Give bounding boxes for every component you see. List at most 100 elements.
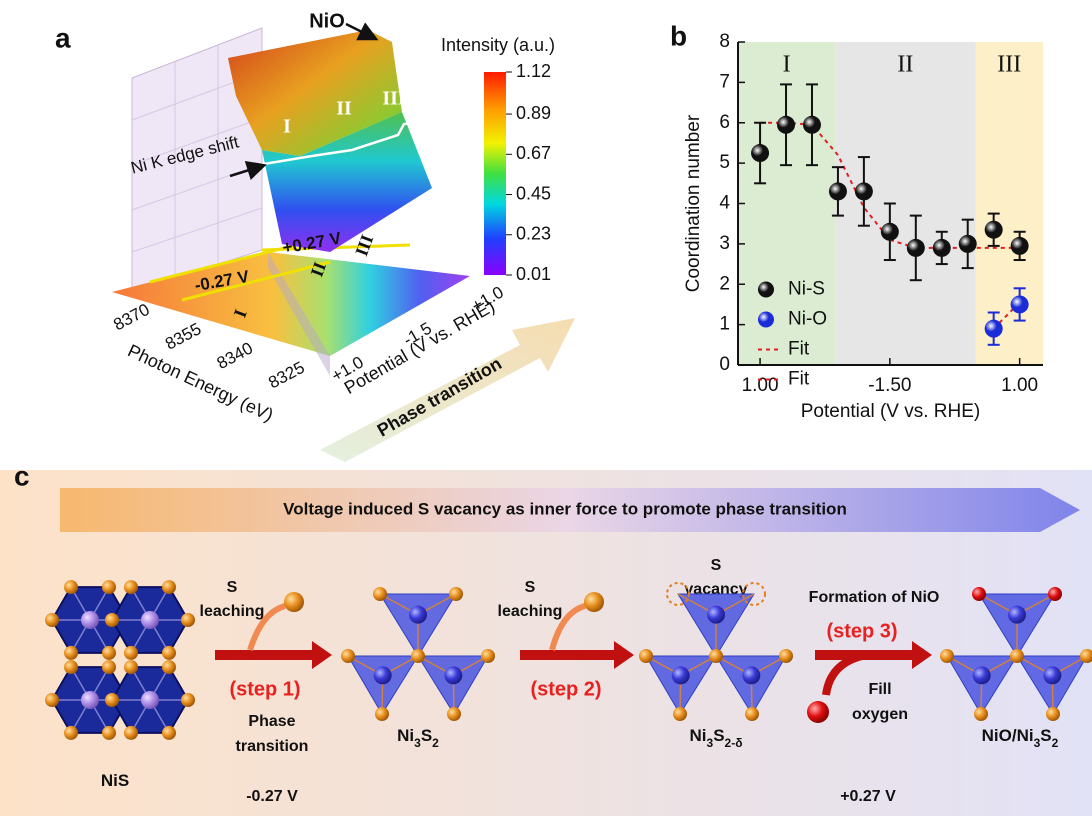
formula-part: Ni [397, 726, 414, 745]
step-label: (step 2) [530, 678, 601, 700]
data-point [959, 235, 977, 253]
y-tick-label: 5 [719, 152, 730, 173]
data-point [829, 182, 847, 200]
panel-label: a [55, 22, 71, 53]
atom [974, 707, 988, 721]
legend-marker [758, 312, 774, 328]
colorbar-tick-label: 0.23 [516, 224, 551, 244]
potential-label: +0.27 V [840, 788, 896, 805]
reaction-arrow [215, 650, 314, 660]
legend-label: Fit [788, 369, 810, 390]
atom [105, 613, 119, 627]
region-label: III [382, 88, 406, 110]
region-label: III [997, 52, 1021, 78]
atom [742, 666, 760, 684]
region-label: I [283, 116, 291, 138]
atom [181, 613, 195, 627]
banner-text: Voltage induced S vacancy as inner force… [283, 499, 847, 518]
step-label: (step 1) [229, 678, 300, 700]
atom [444, 666, 462, 684]
x-axis-title: Potential (V vs. RHE) [801, 401, 981, 422]
data-point [1011, 237, 1029, 255]
step-note: leaching [200, 603, 265, 620]
y-tick-label: 7 [719, 71, 730, 92]
atom [141, 691, 159, 709]
axis-tick-label: 8355 [162, 319, 204, 354]
step-note: transition [236, 738, 309, 755]
atom [1046, 707, 1060, 721]
atom [124, 660, 138, 674]
atom [81, 691, 99, 709]
formula-part: S [713, 726, 724, 745]
data-point [751, 144, 769, 162]
y-tick-label: 3 [719, 233, 730, 254]
x-tick-label: -1.50 [868, 375, 911, 396]
region-label: II [897, 52, 913, 78]
legend-label: Ni-S [788, 279, 825, 300]
atom [779, 649, 793, 663]
colorbar-tick-label: 0.67 [516, 143, 551, 163]
atom [64, 660, 78, 674]
atom [124, 646, 138, 660]
atom [162, 580, 176, 594]
step-note: leaching [498, 603, 563, 620]
atom [972, 587, 986, 601]
data-point [985, 221, 1003, 239]
atom [373, 587, 387, 601]
atom [102, 660, 116, 674]
atom [447, 707, 461, 721]
subscript: 2-δ [725, 736, 743, 750]
formula: NiS [101, 771, 129, 790]
atom [162, 660, 176, 674]
y-tick-label: 2 [719, 273, 730, 294]
panel-a: a NiO I II III Ni K edge shift +0.27 V -… [55, 10, 575, 462]
atom [973, 666, 991, 684]
axis-tick-label: 8325 [265, 358, 307, 393]
data-point [855, 182, 873, 200]
step-note: S [711, 557, 722, 574]
atom [1010, 649, 1024, 663]
data-point [907, 239, 925, 257]
region-label: II [336, 98, 352, 120]
data-point [803, 116, 821, 134]
colorbar-tick-label: 1.12 [516, 61, 551, 81]
step-label: (step 3) [826, 620, 897, 642]
atom [449, 587, 463, 601]
formula-part: NiS [101, 771, 129, 790]
y-tick-label: 4 [719, 193, 730, 214]
atom [124, 726, 138, 740]
atom [1048, 587, 1062, 601]
atom [374, 666, 392, 684]
atom [181, 693, 195, 707]
y-tick-label: 6 [719, 112, 730, 133]
step-note: Formation of NiO [809, 589, 940, 606]
legend-label: Fit [788, 339, 810, 360]
legend-label: Ni-O [788, 309, 827, 330]
atom [162, 726, 176, 740]
step-note: S [525, 579, 536, 596]
atom [102, 646, 116, 660]
atom [64, 726, 78, 740]
atom [284, 592, 304, 612]
data-point [777, 116, 795, 134]
step-note: S [227, 579, 238, 596]
axis-tick-label: 8370 [110, 300, 152, 335]
atom [745, 707, 759, 721]
formula-part: S [421, 726, 432, 745]
y-tick-label: 8 [719, 31, 730, 52]
data-point [933, 239, 951, 257]
formula-part: S [1040, 726, 1051, 745]
step-note: Fill [868, 681, 891, 698]
reaction-arrow [815, 650, 914, 660]
atom [162, 646, 176, 660]
atom [707, 606, 725, 624]
x-tick-label: 1.00 [742, 375, 779, 396]
legend-marker [758, 282, 774, 298]
y-tick-label: 0 [719, 354, 730, 375]
x-tick-label: 1.00 [1001, 375, 1038, 396]
atom [124, 580, 138, 594]
region-band [976, 42, 1043, 365]
region-label: I [783, 52, 791, 78]
atom [411, 649, 425, 663]
